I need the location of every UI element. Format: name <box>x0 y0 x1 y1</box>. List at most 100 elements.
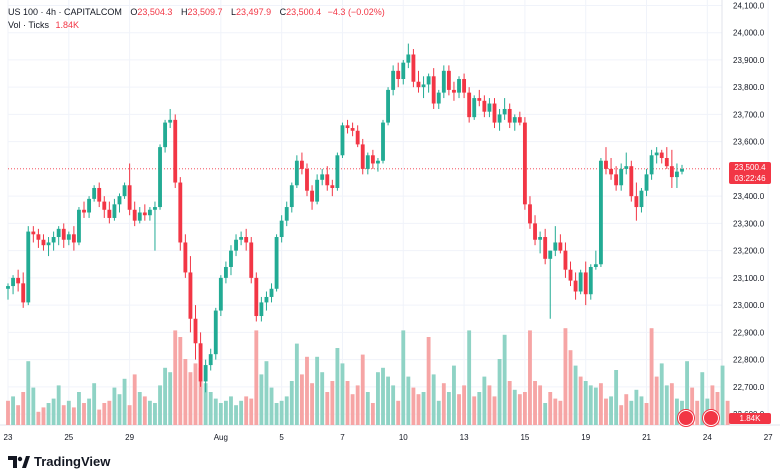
volume-bar <box>137 392 142 425</box>
time-axis-label: 21 <box>642 433 651 442</box>
volume-bar <box>715 392 720 425</box>
candle-body <box>411 54 416 82</box>
price-axis-label: 23,800.0 <box>733 83 765 92</box>
volume-bar <box>71 407 76 425</box>
close-label: C <box>279 7 287 17</box>
candle-body <box>188 272 193 319</box>
volume-bar <box>310 383 314 425</box>
volume-bar <box>193 363 198 425</box>
candle-body <box>573 280 578 292</box>
time-axis-label: 27 <box>764 433 773 442</box>
volume-bar <box>87 398 92 425</box>
volume-bar <box>183 359 188 425</box>
candle-body <box>41 239 46 246</box>
volume-bar <box>548 392 553 425</box>
volume-bar <box>203 383 208 425</box>
candle-body <box>376 160 380 164</box>
volume-bar <box>396 400 401 425</box>
candle-body <box>203 365 208 382</box>
candle-body <box>497 114 502 123</box>
candle-body <box>477 98 482 101</box>
volume-bar <box>695 400 700 425</box>
price-axis-label: 23,300.0 <box>733 219 765 228</box>
volume-bar <box>452 365 456 425</box>
candle-body <box>452 89 456 93</box>
time-axis-label: 5 <box>279 433 284 442</box>
volume-bar <box>97 409 102 425</box>
price-axis-label: 22,700.0 <box>733 383 765 392</box>
volume-bar <box>720 365 725 425</box>
candle-body <box>310 190 314 202</box>
volume-bar <box>725 400 730 425</box>
volume-bar <box>188 372 193 425</box>
candle-body <box>680 168 684 172</box>
price-axis-label: 24,000.0 <box>733 29 765 38</box>
volume-bar <box>477 392 482 425</box>
volume-bar <box>487 385 492 425</box>
time-axis-label: 10 <box>399 433 408 442</box>
volume-bar <box>36 411 41 425</box>
volume-bar <box>588 385 593 425</box>
volume-bar <box>401 330 406 425</box>
candle-body <box>51 237 56 243</box>
volume-bar <box>376 372 380 425</box>
time-axis-label: 24 <box>703 433 712 442</box>
candle-body <box>218 277 223 311</box>
volume-bar <box>239 400 244 425</box>
candle-body <box>183 242 188 273</box>
volume-bar <box>644 403 649 425</box>
candle-body <box>391 70 396 90</box>
volume-bar <box>284 396 289 425</box>
candle-body <box>213 310 218 355</box>
volume-bar <box>467 330 472 425</box>
candle-body <box>578 272 583 292</box>
volume-bar <box>497 359 502 425</box>
volume-bar <box>573 365 578 425</box>
volume-bar <box>305 356 309 425</box>
candle-body <box>360 144 365 169</box>
last-price-value: 23,500.4 <box>734 163 766 172</box>
candle-body <box>583 272 588 295</box>
tradingview-logo[interactable]: TradingView <box>8 454 110 469</box>
volume-bar <box>462 385 467 425</box>
volume-bar <box>598 383 603 425</box>
candle-body <box>102 201 107 210</box>
volume-bar <box>127 405 132 425</box>
us-flag-icon[interactable] <box>678 410 694 426</box>
volume-bar <box>213 398 218 425</box>
candle-body <box>107 209 112 218</box>
candle-body <box>386 89 391 123</box>
price-axis-label: 24,100.0 <box>733 1 765 10</box>
volume-bar <box>426 337 431 425</box>
volume-bar <box>132 374 137 425</box>
symbol-title[interactable]: US 100 · 4h · CAPITALCOM <box>8 7 122 17</box>
candle-body <box>649 155 654 175</box>
candle-body <box>168 119 173 123</box>
volume-bar <box>436 400 441 425</box>
candle-body <box>61 228 66 240</box>
us-flag-icon[interactable] <box>703 410 719 426</box>
last-price-tag: 23,500.4 03:22:46 <box>729 162 771 184</box>
volume-label[interactable]: Vol · Ticks <box>8 20 50 30</box>
volume-bar <box>365 392 370 425</box>
candle-body <box>315 179 320 202</box>
volume-bar <box>269 387 274 425</box>
volume-bar <box>406 376 411 425</box>
candle-body <box>624 166 629 169</box>
volume-legend: Vol · Ticks 1.84K <box>8 19 79 32</box>
candle-body <box>396 70 401 80</box>
symbol-legend: US 100 · 4h · CAPITALCOM O23,504.3 H23,5… <box>8 6 385 19</box>
candle-body <box>117 196 122 205</box>
volume-bar <box>158 385 162 425</box>
candle-body <box>487 103 492 112</box>
candle-body <box>543 237 548 259</box>
candle-body <box>472 98 477 118</box>
volume-bar <box>198 367 203 425</box>
candle-body <box>431 76 436 104</box>
volume-bar <box>675 398 679 425</box>
price-axis-label: 23,000.0 <box>733 301 765 310</box>
candle-body <box>436 92 441 104</box>
volume-bar <box>578 376 583 425</box>
candle-body <box>675 171 679 178</box>
